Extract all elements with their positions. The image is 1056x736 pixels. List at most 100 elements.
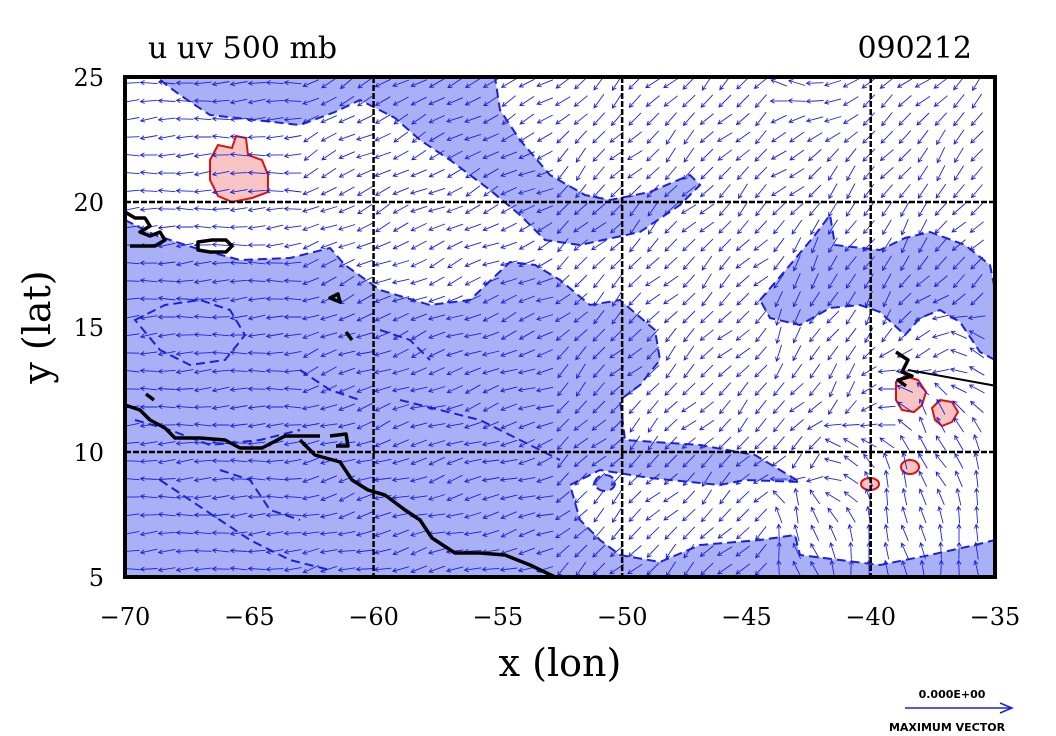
wind-vector-arrow-icon bbox=[356, 259, 374, 268]
wind-vector-arrow-icon bbox=[752, 258, 769, 268]
wind-vector-arrow-icon bbox=[918, 201, 928, 218]
wind-vector-arrow-icon bbox=[860, 438, 877, 448]
wind-vector-arrow-icon bbox=[283, 476, 302, 482]
wind-vector-arrow-icon bbox=[535, 386, 554, 393]
wind-vector-arrow-icon bbox=[229, 207, 248, 213]
wind-vector-arrow-icon bbox=[842, 114, 859, 125]
wind-vector-arrow-icon bbox=[968, 366, 985, 376]
wind-vector-arrow-icon bbox=[573, 113, 588, 125]
wind-vector-arrow-icon bbox=[974, 505, 980, 524]
wind-vector-arrow-icon bbox=[283, 278, 302, 284]
wind-vector-arrow-icon bbox=[157, 476, 176, 482]
wind-vector-arrow-icon bbox=[464, 421, 482, 429]
wind-vector-arrow-icon bbox=[735, 113, 750, 126]
wind-vector-arrow-icon bbox=[320, 206, 338, 213]
wind-vector-arrow-icon bbox=[647, 435, 659, 451]
wind-vector-arrow-icon bbox=[882, 255, 892, 271]
wind-vector-arrow-icon bbox=[645, 78, 661, 89]
wind-vector-arrow-icon bbox=[301, 296, 320, 303]
wind-vector-arrow-icon bbox=[881, 112, 893, 127]
wind-vector-arrow-icon bbox=[464, 96, 481, 106]
wind-vector-arrow-icon bbox=[969, 239, 985, 251]
wind-vector-arrow-icon bbox=[970, 256, 984, 270]
wind-vector-arrow-icon bbox=[139, 260, 158, 266]
wind-vector-arrow-icon bbox=[971, 93, 983, 109]
wind-vector-arrow-icon bbox=[301, 404, 320, 411]
wind-vector-arrow-icon bbox=[410, 222, 427, 232]
wind-vector-arrow-icon bbox=[805, 80, 824, 86]
wind-vector-arrow-icon bbox=[211, 331, 230, 338]
wind-vector-arrow-icon bbox=[663, 293, 679, 305]
wind-vector-arrow-icon bbox=[775, 308, 783, 326]
wind-vector-arrow-icon bbox=[229, 278, 248, 284]
wind-vector-arrow-icon bbox=[501, 311, 517, 323]
wind-vector-arrow-icon bbox=[883, 505, 890, 524]
wind-vector-arrow-icon bbox=[701, 471, 712, 487]
wind-vector-arrow-icon bbox=[427, 405, 446, 411]
wind-vector-arrow-icon bbox=[464, 493, 482, 502]
wind-vector-arrow-icon bbox=[500, 169, 518, 178]
wind-vector-arrow-icon bbox=[464, 313, 482, 321]
wind-vector-arrow-icon bbox=[356, 511, 373, 520]
wind-vector-arrow-icon bbox=[862, 112, 875, 127]
wind-vector-arrow-icon bbox=[663, 95, 678, 107]
wind-vector-arrow-icon bbox=[828, 201, 838, 218]
wind-vector-arrow-icon bbox=[265, 458, 284, 465]
wind-vector-arrow-icon bbox=[932, 348, 949, 358]
wind-vector-arrow-icon bbox=[718, 508, 732, 522]
wind-vector-arrow-icon bbox=[898, 274, 911, 289]
wind-vector-arrow-icon bbox=[931, 332, 950, 339]
wind-vector-arrow-icon bbox=[844, 400, 857, 415]
wind-vector-arrow-icon bbox=[864, 470, 874, 487]
wind-vector-arrow-icon bbox=[410, 277, 428, 285]
wind-vector-arrow-icon bbox=[157, 206, 176, 212]
wind-vector-arrow-icon bbox=[157, 134, 176, 141]
wind-vector-arrow-icon bbox=[265, 512, 284, 518]
wind-vector-arrow-icon bbox=[392, 169, 410, 178]
wind-vector-arrow-icon bbox=[754, 364, 768, 378]
wind-vector-arrow-icon bbox=[338, 224, 356, 231]
wind-vector-arrow-icon bbox=[427, 206, 446, 213]
wind-vector-arrow-icon bbox=[193, 530, 212, 536]
wind-vector-arrow-icon bbox=[175, 170, 194, 177]
wind-vector-arrow-icon bbox=[807, 149, 822, 162]
wind-vector-arrow-icon bbox=[320, 132, 337, 142]
wind-vector-arrow-icon bbox=[517, 404, 536, 411]
wind-vector-arrow-icon bbox=[536, 114, 553, 124]
wind-vector-arrow-icon bbox=[391, 386, 410, 393]
wind-vector-arrow-icon bbox=[663, 275, 679, 287]
wind-vector-arrow-icon bbox=[755, 327, 767, 343]
lat-lon-grid bbox=[125, 77, 995, 577]
wind-vector-arrow-icon bbox=[392, 204, 409, 214]
wind-vector-arrow-icon bbox=[592, 130, 606, 144]
wind-vector-arrow-icon bbox=[247, 386, 266, 392]
wind-vector-arrow-icon bbox=[629, 201, 641, 217]
wind-vector-arrow-icon bbox=[445, 332, 464, 339]
wind-vector-arrow-icon bbox=[247, 405, 266, 411]
wind-vector-arrow-icon bbox=[211, 530, 230, 536]
wind-vector-arrow-icon bbox=[374, 312, 391, 322]
wind-vector-arrow-icon bbox=[879, 167, 894, 180]
wind-vector-arrow-icon bbox=[900, 524, 909, 541]
wind-vector-arrow-icon bbox=[682, 166, 696, 181]
wind-vector-arrow-icon bbox=[356, 114, 373, 124]
wind-vector-arrow-icon bbox=[283, 333, 302, 339]
wind-vector-arrow-icon bbox=[229, 495, 248, 501]
x-tick-label: −55 bbox=[473, 603, 524, 631]
wind-vector-arrow-icon bbox=[157, 511, 176, 518]
wind-vector-arrow-icon bbox=[392, 222, 409, 232]
wind-vector-arrow-icon bbox=[737, 201, 748, 218]
wind-vector-arrow-icon bbox=[536, 79, 554, 88]
wind-vector-arrow-icon bbox=[700, 148, 714, 162]
wind-vector-arrow-icon bbox=[969, 347, 985, 359]
wind-vector-arrow-icon bbox=[883, 469, 889, 488]
y-axis-title: y (lat) bbox=[15, 270, 59, 384]
wind-vector-arrow-icon bbox=[736, 508, 750, 522]
wind-vector-arrow-icon bbox=[465, 185, 481, 197]
wind-vector-arrow-icon bbox=[681, 204, 697, 214]
wind-vector-arrow-icon bbox=[882, 291, 892, 308]
wind-vector-arrow-icon bbox=[320, 475, 337, 484]
wind-vector-arrow-icon bbox=[536, 169, 554, 178]
wind-vector-arrow-icon bbox=[265, 117, 284, 123]
wind-vector-arrow-icon bbox=[736, 94, 750, 108]
